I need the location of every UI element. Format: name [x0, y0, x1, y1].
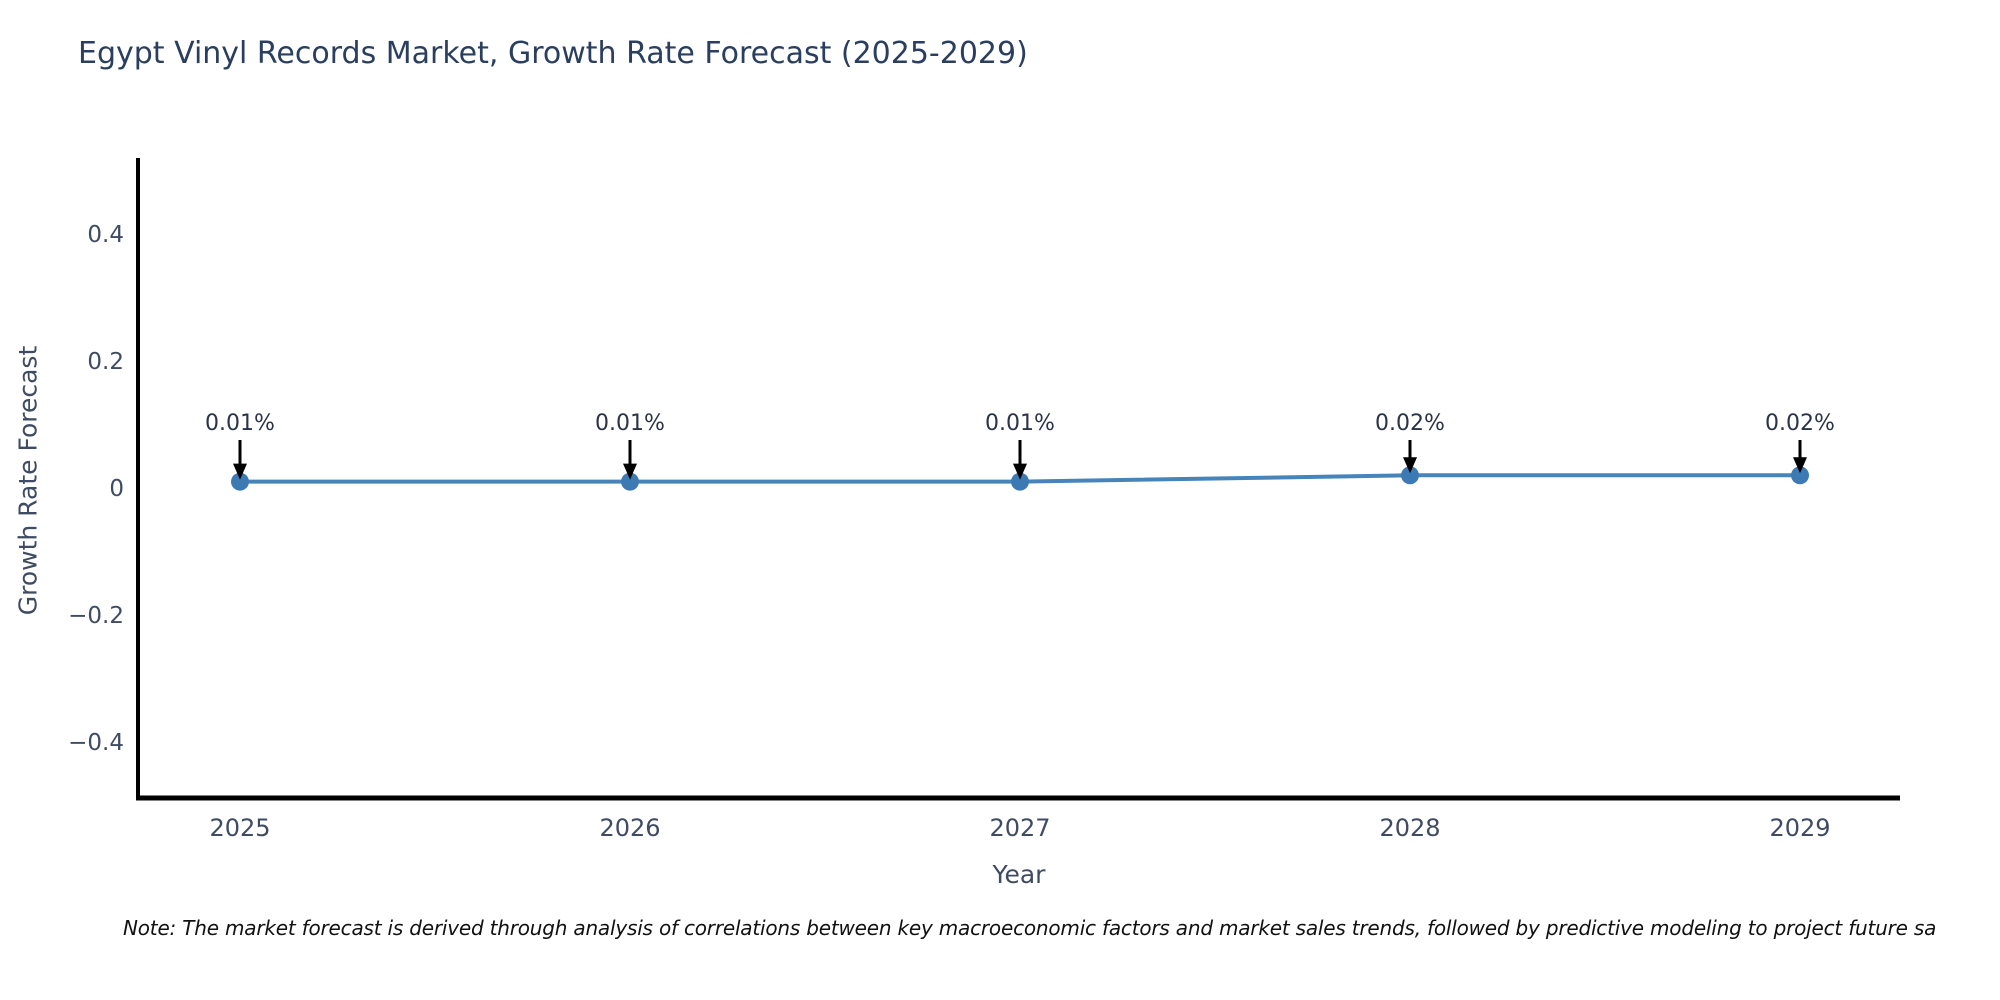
x-tick-label: 2028 — [1379, 814, 1440, 842]
data-point-marker — [621, 472, 639, 491]
chart-title: Egypt Vinyl Records Market, Growth Rate … — [78, 36, 1028, 71]
x-tick-label: 2026 — [599, 814, 660, 842]
x-tick-label: 2027 — [989, 814, 1050, 842]
y-tick-label: 0 — [109, 476, 124, 502]
y-tick-label: 0.4 — [87, 222, 124, 248]
data-point-marker — [1401, 466, 1419, 485]
y-tick-label: 0.2 — [87, 349, 124, 375]
annotation-arrowhead — [1013, 463, 1027, 480]
data-point-marker — [1011, 472, 1029, 491]
point-value-label: 0.01% — [595, 411, 665, 436]
x-tick-label: 2029 — [1769, 814, 1830, 842]
annotation-arrowhead — [623, 463, 637, 480]
point-value-label: 0.01% — [205, 411, 275, 436]
data-point-marker — [1791, 466, 1809, 485]
point-value-label: 0.02% — [1765, 411, 1835, 436]
x-tick-label: 2025 — [209, 814, 270, 842]
data-point-marker — [231, 472, 249, 491]
annotation-arrowhead — [1403, 457, 1417, 474]
x-axis-label: Year — [992, 860, 1046, 889]
point-value-label: 0.01% — [985, 411, 1055, 436]
y-tick-label: −0.2 — [68, 603, 124, 629]
y-tick-label: −0.4 — [68, 730, 124, 756]
annotation-arrowhead — [1793, 457, 1807, 474]
annotation-arrowhead — [233, 463, 247, 480]
point-value-label: 0.02% — [1375, 411, 1445, 436]
footnote-text: Note: The market forecast is derived thr… — [123, 916, 1937, 940]
